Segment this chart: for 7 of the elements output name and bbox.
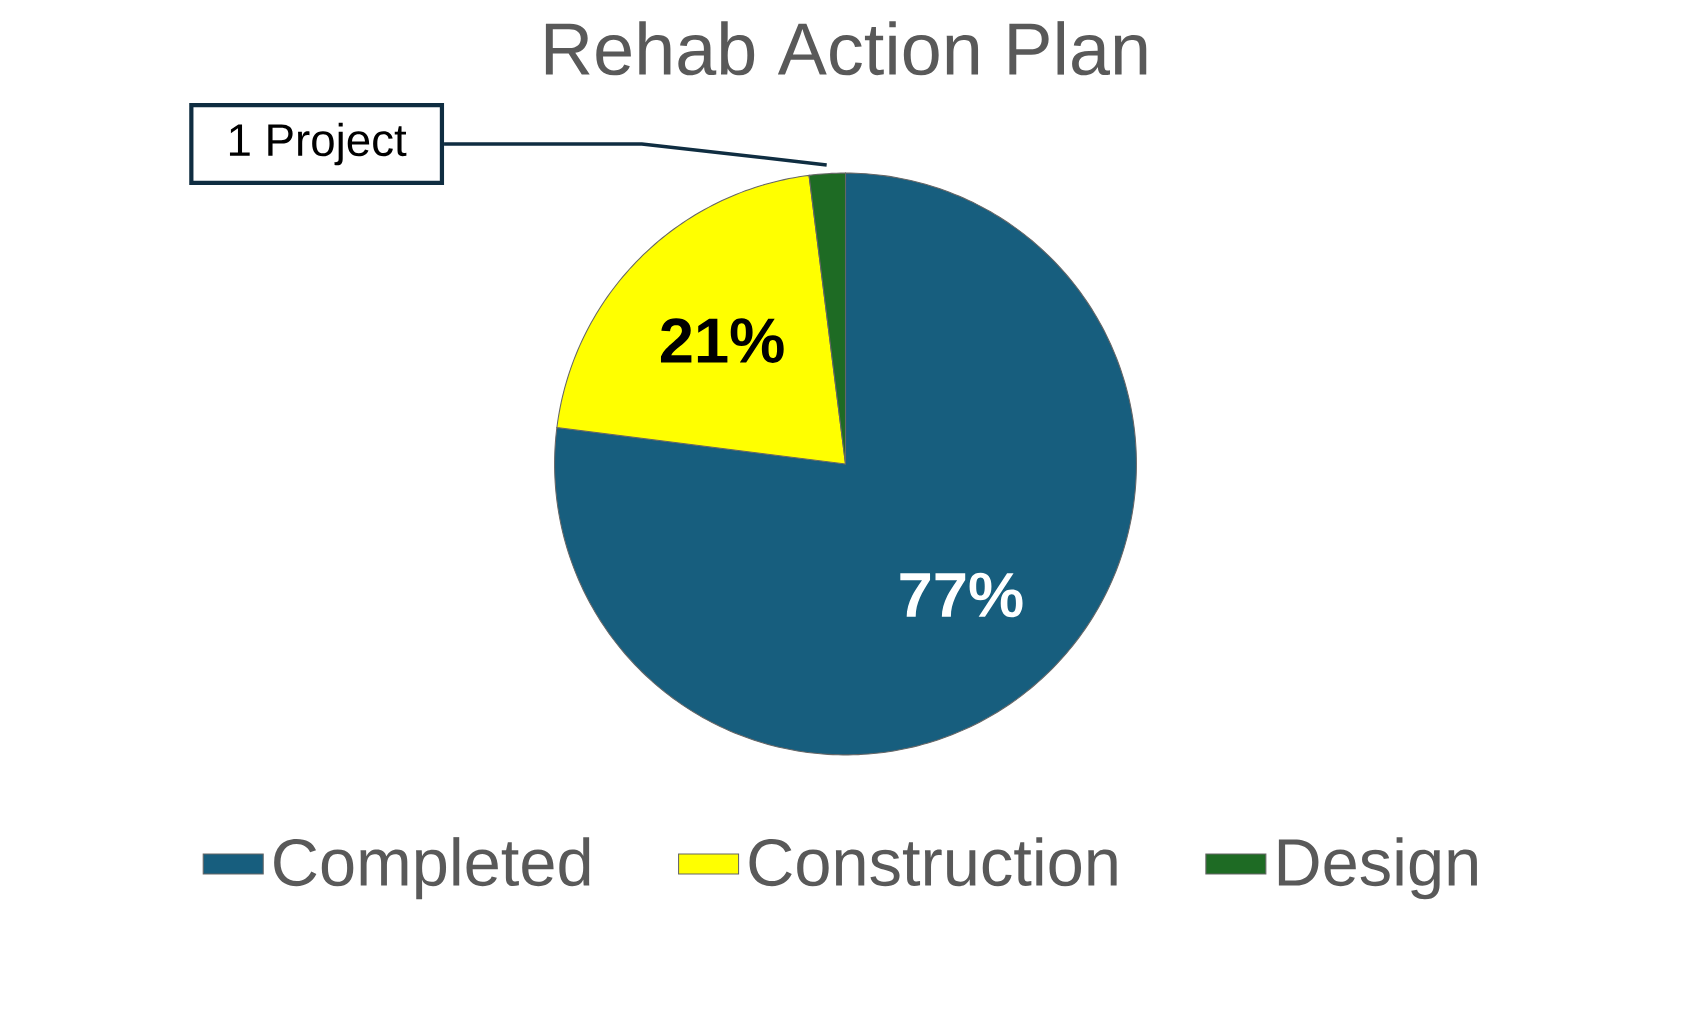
legend-label: Design <box>1278 837 1477 900</box>
chart-title: Rehab Action Plan <box>545 21 1147 76</box>
legend-label: Completed <box>274 837 590 900</box>
data-label: 77% <box>900 572 1023 618</box>
text: 1 Project <box>229 122 407 166</box>
data-label: 21% <box>660 318 784 363</box>
legend-label: Construction <box>749 837 1117 887</box>
